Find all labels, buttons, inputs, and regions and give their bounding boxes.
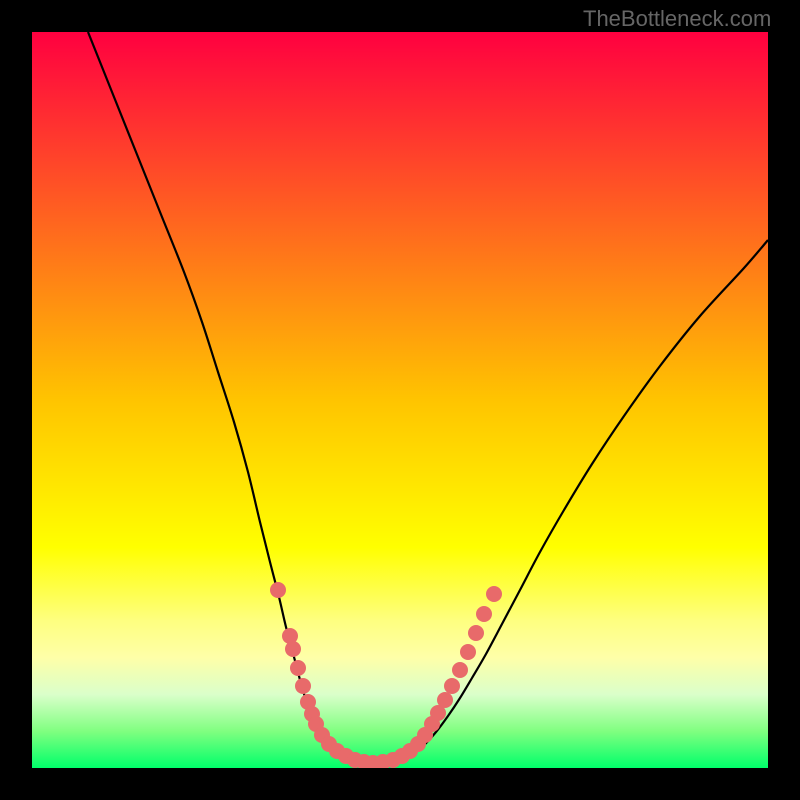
plot-area xyxy=(32,32,768,768)
watermark-label: TheBottleneck.com xyxy=(583,6,771,32)
heat-gradient-background xyxy=(32,32,768,768)
